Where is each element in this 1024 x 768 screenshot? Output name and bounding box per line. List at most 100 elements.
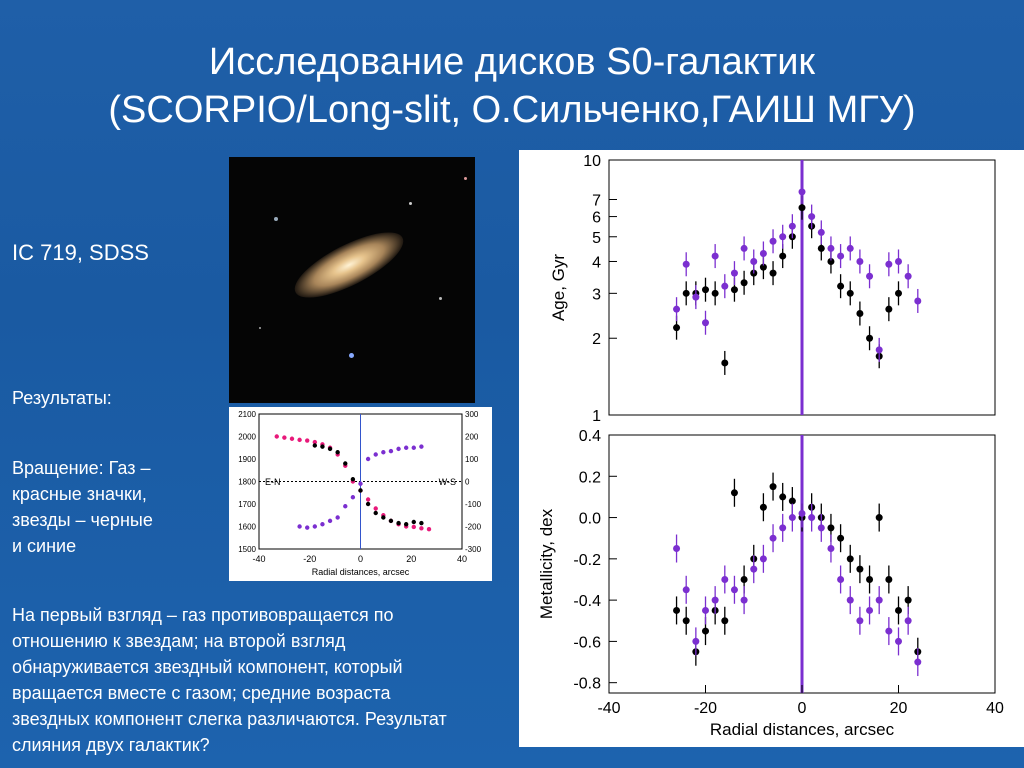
data-point [817, 524, 825, 532]
age-y-tick-label: 6 [592, 210, 601, 227]
slide-title: Исследование дисков S0-галактик (SCORPIO… [0, 38, 1024, 134]
data-point [721, 617, 729, 625]
conclusion-line: На первый взгляд – газ противовращается … [12, 605, 394, 625]
metallicity-y-tick-label: 0.4 [579, 428, 601, 445]
data-point [673, 324, 681, 332]
data-point [335, 450, 340, 455]
data-point [682, 289, 690, 297]
data-point [702, 627, 709, 635]
age-y-tick-label: 3 [592, 286, 601, 303]
data-point [769, 237, 777, 245]
conclusion-line: звездных компонент слегка различаются. Р… [12, 709, 447, 729]
data-point [817, 244, 825, 252]
age-metallicity-chart: 1 2 3 4 5 67 10 Age, Gyr 0.4 0.2 0.0 -0.2 -0.4 -0.6 -0… [537, 153, 1004, 739]
age-y-tick-label: 7 [592, 193, 601, 210]
data-point [837, 575, 845, 583]
conclusion-line: обнаруживается звездный компонент, котор… [12, 657, 403, 677]
data-point [730, 286, 738, 294]
age-y-tick-label: 5 [592, 230, 601, 247]
data-point [875, 596, 883, 604]
x-tick-label: 40 [457, 554, 467, 564]
data-point [788, 222, 796, 230]
data-point [837, 252, 845, 260]
conclusion-line: отношению к звездам; на второй взгляд [12, 631, 346, 651]
data-point [365, 497, 371, 502]
x-tick-label: -20 [303, 554, 316, 564]
data-point [274, 434, 279, 439]
data-point [798, 204, 806, 212]
data-point [837, 282, 845, 290]
data-point [769, 534, 777, 542]
data-point [365, 456, 371, 462]
age-y-tick-label: 4 [592, 254, 601, 271]
data-point [312, 443, 318, 448]
conclusion-line: вращается вместе с газом; средние возрас… [12, 683, 391, 703]
data-point [305, 438, 310, 443]
data-point [282, 435, 287, 440]
data-point [358, 481, 363, 486]
data-point [759, 503, 767, 511]
data-point [779, 252, 787, 260]
metallicity-y-axis-label: Metallicity, dex [537, 508, 556, 619]
data-point [895, 257, 902, 265]
data-point [740, 596, 748, 604]
data-point [866, 272, 874, 280]
data-point [335, 515, 340, 520]
data-point [711, 252, 719, 260]
data-point [312, 524, 318, 529]
data-point [730, 489, 738, 497]
data-point [904, 596, 912, 604]
star [464, 177, 467, 180]
y-tick-label-left: 1700 [238, 500, 256, 509]
data-point [320, 444, 325, 449]
data-point [711, 596, 719, 604]
data-point [740, 575, 748, 583]
data-point [388, 448, 394, 454]
data-point [711, 289, 719, 297]
data-point [817, 228, 825, 236]
data-point [866, 606, 874, 614]
x-tick-label: 20 [890, 700, 908, 717]
galaxy-image [229, 157, 475, 403]
data-point [904, 617, 912, 625]
data-point [895, 637, 902, 645]
data-point [426, 527, 432, 532]
data-point [320, 522, 325, 527]
data-point [904, 272, 912, 280]
data-point [396, 446, 401, 452]
data-point [759, 263, 767, 271]
data-point [759, 249, 767, 257]
data-point [740, 244, 748, 252]
data-point [808, 514, 816, 522]
conclusion-text: На первый взгляд – газ противовращается … [12, 602, 524, 758]
data-point [365, 501, 371, 507]
rotation-line: красные значки, [12, 484, 147, 504]
data-point [692, 293, 700, 301]
data-point [673, 305, 681, 313]
data-point [779, 524, 787, 532]
data-point [827, 257, 835, 265]
star [409, 202, 412, 205]
data-point [827, 524, 835, 532]
data-point [885, 627, 893, 635]
annotation-ws: W-S [439, 477, 456, 487]
data-point [895, 606, 902, 614]
x-tick-label: 40 [986, 700, 1004, 717]
y-tick-label-left: 2100 [238, 410, 256, 419]
star [259, 327, 261, 329]
data-point [846, 289, 854, 297]
data-point [419, 520, 424, 526]
age-metallicity-panel: 1 2 3 4 5 6 7 10 Age, Gyr 0.4 0.2 0.0 -0.2 -0.4 -0.6 -0… [519, 150, 1024, 747]
results-label: Результаты: [12, 388, 112, 408]
data-point [419, 526, 424, 531]
age-y-tick-label: 10 [583, 153, 601, 170]
title-line-1: Исследование дисков S0-галактик [208, 41, 816, 83]
data-point [779, 233, 787, 241]
data-point [798, 188, 806, 196]
data-point [396, 520, 401, 526]
rotation-curve-panel: 1500 1600 1700 1800 1900 2000 2100 -300 -200 -100… [229, 407, 492, 581]
y-tick-label-right: 300 [465, 410, 479, 419]
data-point [856, 565, 864, 573]
data-point [343, 504, 348, 509]
data-point [721, 282, 729, 290]
